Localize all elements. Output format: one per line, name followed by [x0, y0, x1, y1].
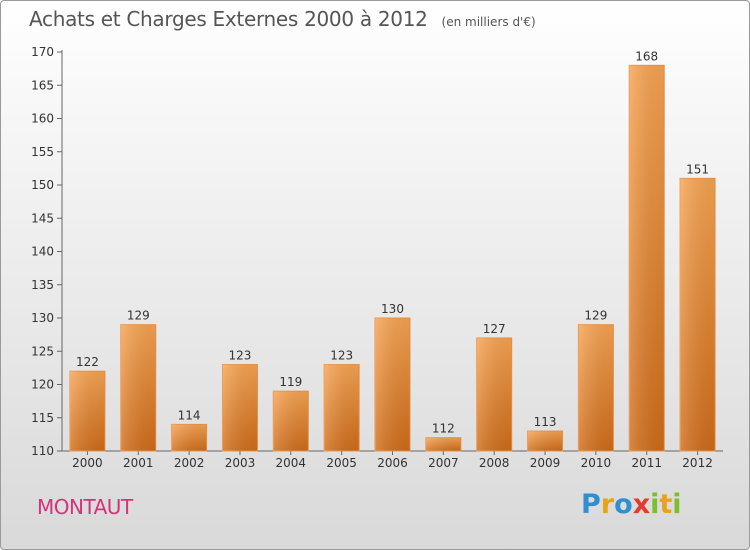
- chart-title-text: Achats et Charges Externes 2000 à 2012: [29, 7, 428, 31]
- x-tick-label: 2003: [225, 456, 256, 470]
- data-label: 151: [686, 162, 709, 176]
- y-tick-label: 145: [31, 211, 54, 225]
- x-tick-label: 2008: [479, 456, 510, 470]
- commune-name: MONTAUT: [37, 495, 133, 519]
- y-tick-label: 140: [31, 245, 54, 259]
- logo-letter: i: [650, 489, 660, 520]
- x-tick-label: 2012: [682, 456, 713, 470]
- logo-letter: o: [614, 489, 633, 520]
- logo-letter: r: [600, 489, 615, 520]
- data-label: 127: [483, 322, 506, 336]
- logo-letter: t: [659, 489, 673, 520]
- y-tick-label: 120: [31, 378, 54, 392]
- y-tick-label: 165: [31, 78, 54, 92]
- bar-shade: [171, 424, 207, 451]
- data-label: 123: [330, 349, 353, 363]
- y-tick-label: 160: [31, 112, 54, 126]
- bar-shade: [680, 178, 716, 451]
- bars: [69, 64, 716, 452]
- data-label: 114: [178, 408, 201, 422]
- bar-shade: [375, 318, 410, 451]
- bar-shade: [425, 437, 461, 451]
- chart-unit: (en milliers d'€): [441, 15, 536, 29]
- x-tick-label: 2010: [581, 456, 612, 470]
- x-tick-label: 2009: [530, 456, 561, 470]
- y-tick-label: 170: [31, 45, 54, 59]
- y-tick-label: 110: [31, 444, 54, 458]
- bar-shade: [629, 65, 665, 452]
- data-label: 112: [432, 422, 455, 436]
- logo-letter: x: [632, 489, 651, 520]
- bar-shade: [324, 364, 360, 451]
- data-label: 119: [279, 375, 302, 389]
- y-tick-label: 135: [31, 278, 54, 292]
- x-tick-label: 2000: [72, 456, 103, 470]
- data-label: 113: [534, 415, 557, 429]
- y-tick-label: 155: [31, 145, 54, 159]
- bar-shade: [476, 337, 512, 451]
- bar-shade: [273, 391, 309, 451]
- bar-shade: [527, 431, 563, 451]
- axes: 110 115 120 125 130 135 140 145 150 155 160 165 170 2…: [31, 45, 723, 470]
- y-tick-label: 130: [31, 311, 54, 325]
- data-label: 168: [635, 49, 658, 63]
- x-tick-label: 2007: [428, 456, 459, 470]
- bar-shade: [222, 364, 258, 451]
- data-label: 122: [76, 355, 99, 369]
- y-tick-label: 125: [31, 344, 54, 358]
- x-tick-label: 2011: [631, 456, 662, 470]
- data-label: 123: [229, 349, 252, 363]
- data-labels: 122 129 114 123 119 123 130 112 127 113 129 168 151: [76, 49, 709, 435]
- y-tick-label: 115: [31, 411, 54, 425]
- x-tick-label: 2005: [326, 456, 357, 470]
- logo-letter: i: [672, 489, 682, 520]
- proxiti-logo: Proxiti: [581, 489, 682, 520]
- bar-shade: [69, 371, 105, 451]
- x-tick-label: 2006: [377, 456, 408, 470]
- x-tick-label: 2001: [123, 456, 154, 470]
- y-tick-label: 150: [31, 178, 54, 192]
- bar-shade: [120, 324, 156, 451]
- bar-shade: [578, 324, 614, 451]
- x-tick-label: 2002: [174, 456, 205, 470]
- chart-title: Achats et Charges Externes 2000 à 2012 (e…: [29, 7, 536, 31]
- data-label: 129: [127, 309, 150, 323]
- data-label: 129: [584, 309, 607, 323]
- logo-letter: P: [581, 489, 601, 520]
- data-label: 130: [381, 302, 404, 316]
- x-tick-label: 2004: [276, 456, 307, 470]
